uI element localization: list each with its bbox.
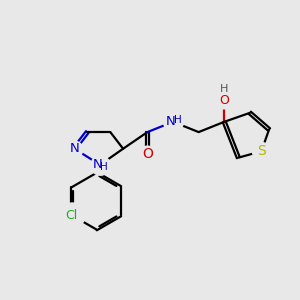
Text: N: N <box>70 142 79 155</box>
Text: N: N <box>93 158 102 171</box>
Text: N: N <box>166 115 176 128</box>
Text: H: H <box>220 84 228 94</box>
Text: S: S <box>257 144 266 158</box>
Text: O: O <box>219 94 229 106</box>
Text: H: H <box>174 115 182 125</box>
Text: O: O <box>142 147 153 161</box>
Text: Cl: Cl <box>66 209 78 222</box>
Text: H: H <box>100 162 108 172</box>
